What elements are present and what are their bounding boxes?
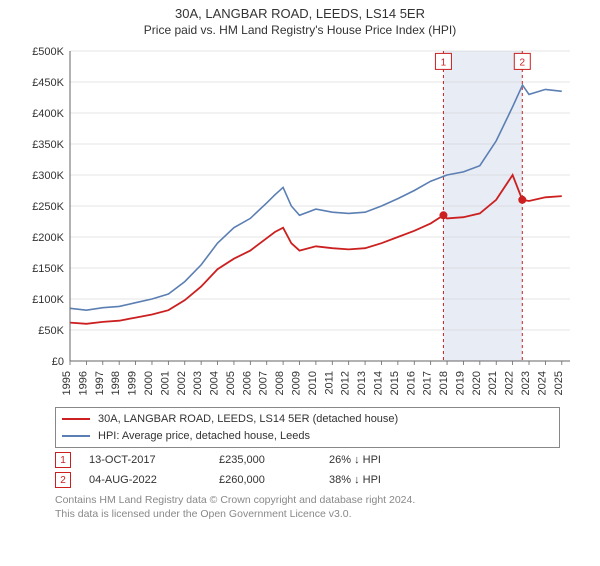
legend: 30A, LANGBAR ROAD, LEEDS, LS14 5ER (deta… <box>55 407 560 448</box>
marker-row: 2 04-AUG-2022£260,00038% ↓ HPI <box>55 472 560 488</box>
x-tick-label: 2023 <box>520 371 532 395</box>
y-tick-label: £0 <box>52 356 64 368</box>
marker-row-badge: 1 <box>55 452 71 468</box>
footer-attribution: Contains HM Land Registry data © Crown c… <box>55 494 560 521</box>
x-tick-label: 2000 <box>143 371 155 395</box>
x-tick-label: 2009 <box>291 371 303 395</box>
marker-row-badge: 2 <box>55 472 71 488</box>
y-tick-label: £150K <box>32 263 64 275</box>
x-tick-label: 1999 <box>127 371 139 395</box>
marker-date: 04-AUG-2022 <box>89 474 219 486</box>
x-tick-label: 2020 <box>471 371 483 395</box>
x-tick-label: 2015 <box>389 371 401 395</box>
y-tick-label: £500K <box>32 46 64 58</box>
marker-price: £235,000 <box>219 454 329 466</box>
x-tick-label: 2008 <box>274 371 286 395</box>
y-tick-label: £350K <box>32 139 64 151</box>
x-tick-label: 1997 <box>94 371 106 395</box>
x-tick-label: 2022 <box>504 371 516 395</box>
x-tick-label: 2021 <box>487 371 499 395</box>
x-tick-label: 2025 <box>553 371 565 395</box>
marker-price: £260,000 <box>219 474 329 486</box>
y-tick-label: £450K <box>32 77 64 89</box>
legend-swatch <box>62 435 90 437</box>
marker-delta: 38% ↓ HPI <box>329 474 459 486</box>
y-tick-label: £250K <box>32 201 64 213</box>
chart-container: £0 £50K £100K £150K £200K £250K £300K £350K £400… <box>15 41 585 401</box>
x-tick-label: 2004 <box>209 371 221 395</box>
x-tick-label: 2005 <box>225 371 237 395</box>
x-tick-label: 2019 <box>454 371 466 395</box>
x-tick-label: 2012 <box>340 371 352 395</box>
legend-item: 30A, LANGBAR ROAD, LEEDS, LS14 5ER (deta… <box>62 411 553 428</box>
legend-label: HPI: Average price, detached house, Leed… <box>98 428 310 445</box>
y-tick-label: £400K <box>32 108 64 120</box>
x-tick-label: 2002 <box>176 371 188 395</box>
x-tick-label: 2014 <box>372 371 384 395</box>
x-tick-label: 2003 <box>192 371 204 395</box>
legend-label: 30A, LANGBAR ROAD, LEEDS, LS14 5ER (deta… <box>98 411 398 428</box>
y-tick-label: £100K <box>32 294 64 306</box>
marker-row: 1 13-OCT-2017£235,00026% ↓ HPI <box>55 452 560 468</box>
x-tick-label: 2011 <box>323 371 335 395</box>
marker-badge-number: 1 <box>441 57 447 68</box>
x-tick-label: 2007 <box>258 371 270 395</box>
legend-item: HPI: Average price, detached house, Leed… <box>62 428 553 445</box>
footer-line: Contains HM Land Registry data © Crown c… <box>55 494 560 508</box>
page-title: 30A, LANGBAR ROAD, LEEDS, LS14 5ER <box>0 6 600 21</box>
x-tick-label: 1995 <box>61 371 73 395</box>
x-tick-label: 2018 <box>438 371 450 395</box>
x-tick-label: 1998 <box>110 371 122 395</box>
footer-line: This data is licensed under the Open Gov… <box>55 508 560 522</box>
y-tick-label: £200K <box>32 232 64 244</box>
x-tick-label: 2024 <box>536 371 548 395</box>
x-tick-label: 2017 <box>422 371 434 395</box>
marker-delta: 26% ↓ HPI <box>329 454 459 466</box>
y-tick-label: £300K <box>32 170 64 182</box>
page-subtitle: Price paid vs. HM Land Registry's House … <box>0 23 600 37</box>
x-tick-label: 2001 <box>159 371 171 395</box>
legend-swatch <box>62 418 90 420</box>
marker-date: 13-OCT-2017 <box>89 454 219 466</box>
marker-badge-number: 2 <box>520 57 526 68</box>
x-tick-label: 2013 <box>356 371 368 395</box>
x-tick-label: 2010 <box>307 371 319 395</box>
marker-table: 1 13-OCT-2017£235,00026% ↓ HPI 2 04-AUG-202… <box>55 452 560 488</box>
line-chart: £0 £50K £100K £150K £200K £250K £300K £350K £400… <box>15 41 585 401</box>
x-tick-label: 2006 <box>241 371 253 395</box>
x-tick-label: 1996 <box>77 371 89 395</box>
x-tick-label: 2016 <box>405 371 417 395</box>
y-tick-label: £50K <box>38 325 64 337</box>
